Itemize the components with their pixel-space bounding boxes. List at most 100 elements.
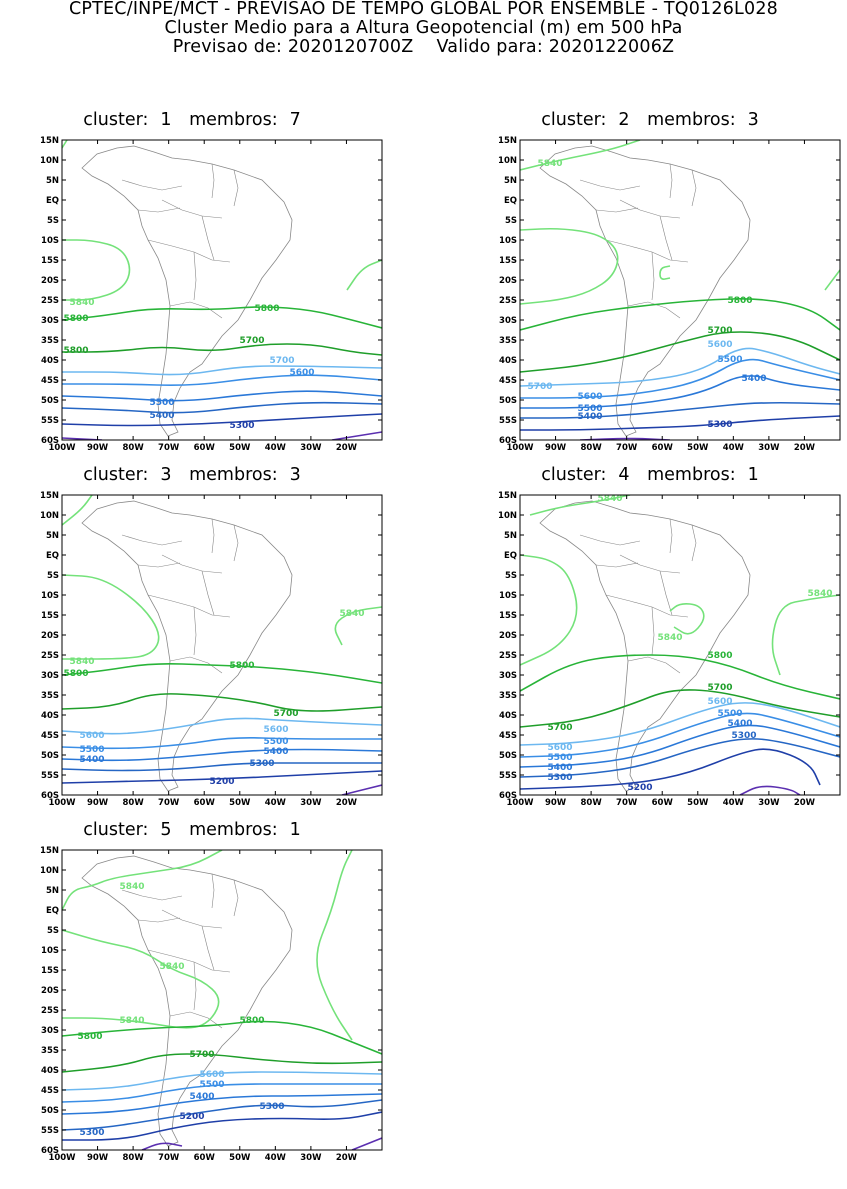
panel-cluster-4: cluster: 4 membros: 1 5840 5840 5840 5800 5700…: [458, 465, 847, 808]
lat-label: 60S: [41, 1146, 59, 1156]
country-border: [147, 239, 231, 263]
country-border: [169, 656, 223, 674]
lon-label: 20W: [336, 1153, 358, 1163]
contour-label: 5300: [259, 1102, 284, 1112]
contour-line: [669, 603, 705, 635]
map-plot: 5840584058405800570057005600560055005500…: [498, 491, 841, 808]
country-border: [233, 879, 239, 917]
lat-label: 15S: [499, 611, 517, 621]
contour-label: 5700: [273, 709, 298, 719]
contour-label: 5400: [727, 719, 752, 729]
contour-label: 5400: [189, 1092, 214, 1102]
lat-label: 5S: [47, 571, 59, 581]
contour-line: [529, 495, 631, 516]
country-border: [595, 207, 639, 213]
lat-label: 60S: [499, 791, 517, 801]
lon-label: 70W: [616, 443, 638, 453]
contour-line: [520, 375, 840, 409]
lat-label: 20S: [41, 986, 59, 996]
contour-label: 5840: [597, 494, 622, 504]
contour-line: [520, 347, 840, 387]
panel-cluster-3: cluster: 3 membros: 3 5840 5840 5800 5800 5700…: [0, 465, 400, 808]
contour-label: 5500: [263, 737, 288, 747]
country-border: [147, 594, 231, 618]
lat-label: 35S: [499, 691, 517, 701]
lat-label: 20S: [499, 276, 517, 286]
lat-label: 15S: [499, 256, 517, 266]
lat-label: 20S: [499, 631, 517, 641]
lat-label: 45S: [499, 731, 517, 741]
contour-line: [659, 265, 671, 280]
country-border: [137, 917, 181, 923]
figure-header: CPTEC/INPE/MCT - PREVISAO DE TEMPO GLOBA…: [0, 0, 847, 57]
contour-label: 5800: [707, 651, 732, 661]
lat-label: 50S: [41, 396, 59, 406]
lat-label: 5N: [504, 176, 517, 186]
lat-label: 30S: [41, 316, 59, 326]
lat-label: 25S: [41, 651, 59, 661]
cluster-label: cluster:: [83, 820, 149, 840]
panel-title: cluster: 1 membros: 7: [22, 110, 362, 130]
lat-label: 60S: [499, 436, 517, 446]
lon-label: 100W: [48, 798, 76, 808]
lon-label: 20W: [794, 443, 816, 453]
country-border: [121, 179, 183, 191]
lon-label: 60W: [194, 443, 216, 453]
country-border: [619, 199, 681, 219]
lat-label: 15S: [41, 611, 59, 621]
contour-line: [62, 374, 382, 386]
members-number: 1: [289, 820, 301, 840]
country-border: [595, 562, 639, 568]
contour-label: 5800: [63, 669, 88, 679]
lon-label: 90W: [87, 798, 109, 808]
lat-label: 40S: [41, 1066, 59, 1076]
contour-line: [520, 358, 840, 399]
contour-label: 5300: [731, 731, 756, 741]
contour-line: [62, 413, 382, 427]
lat-label: 10S: [41, 236, 59, 246]
country-border: [169, 1011, 223, 1029]
contour-label: 5700: [707, 326, 732, 336]
lon-label: 70W: [158, 798, 180, 808]
lat-label: 25S: [499, 651, 517, 661]
lat-label: 5N: [46, 886, 59, 896]
contour-label: 5840: [657, 633, 682, 643]
members-number: 1: [747, 465, 759, 485]
contour-line: [62, 1111, 382, 1141]
lat-label: 45S: [499, 376, 517, 386]
map-plot: 5840 5800 5800 5800 5700 5700 5600 5500 5400 5300…: [40, 136, 383, 453]
lat-label: 30S: [499, 316, 517, 326]
members-label: membros:: [189, 465, 278, 485]
country-border: [201, 215, 215, 261]
lat-label: 5N: [46, 176, 59, 186]
lat-label: 5S: [505, 216, 517, 226]
lat-label: 50S: [41, 751, 59, 761]
lon-label: 100W: [48, 443, 76, 453]
contour-label: 5400: [149, 411, 174, 421]
lon-label: 70W: [616, 798, 638, 808]
contour-line: [520, 738, 840, 778]
coastline: [539, 500, 751, 792]
country-border: [579, 179, 641, 191]
lon-label: 80W: [123, 798, 145, 808]
lon-label: 80W: [123, 443, 145, 453]
contour-line: [346, 259, 382, 291]
lon-label: 40W: [265, 1153, 287, 1163]
cluster-label: cluster:: [541, 465, 607, 485]
contour-label: 5500: [79, 745, 104, 755]
contour-line: [62, 1083, 382, 1103]
contour-label: 5840: [339, 609, 364, 619]
country-border: [211, 163, 215, 199]
contour-label: 5840: [537, 159, 562, 169]
lat-label: 55S: [41, 1126, 59, 1136]
contour-label: 5500: [199, 1080, 224, 1090]
lon-label: 30W: [300, 443, 322, 453]
contour-line: [520, 554, 578, 666]
members-number: 7: [289, 110, 301, 130]
lat-label: EQ: [46, 906, 59, 916]
lat-label: 15N: [498, 491, 517, 501]
cluster-label: cluster:: [83, 465, 149, 485]
contour-label: 5800: [727, 296, 752, 306]
lat-label: 45S: [41, 376, 59, 386]
lon-label: 80W: [123, 1153, 145, 1163]
